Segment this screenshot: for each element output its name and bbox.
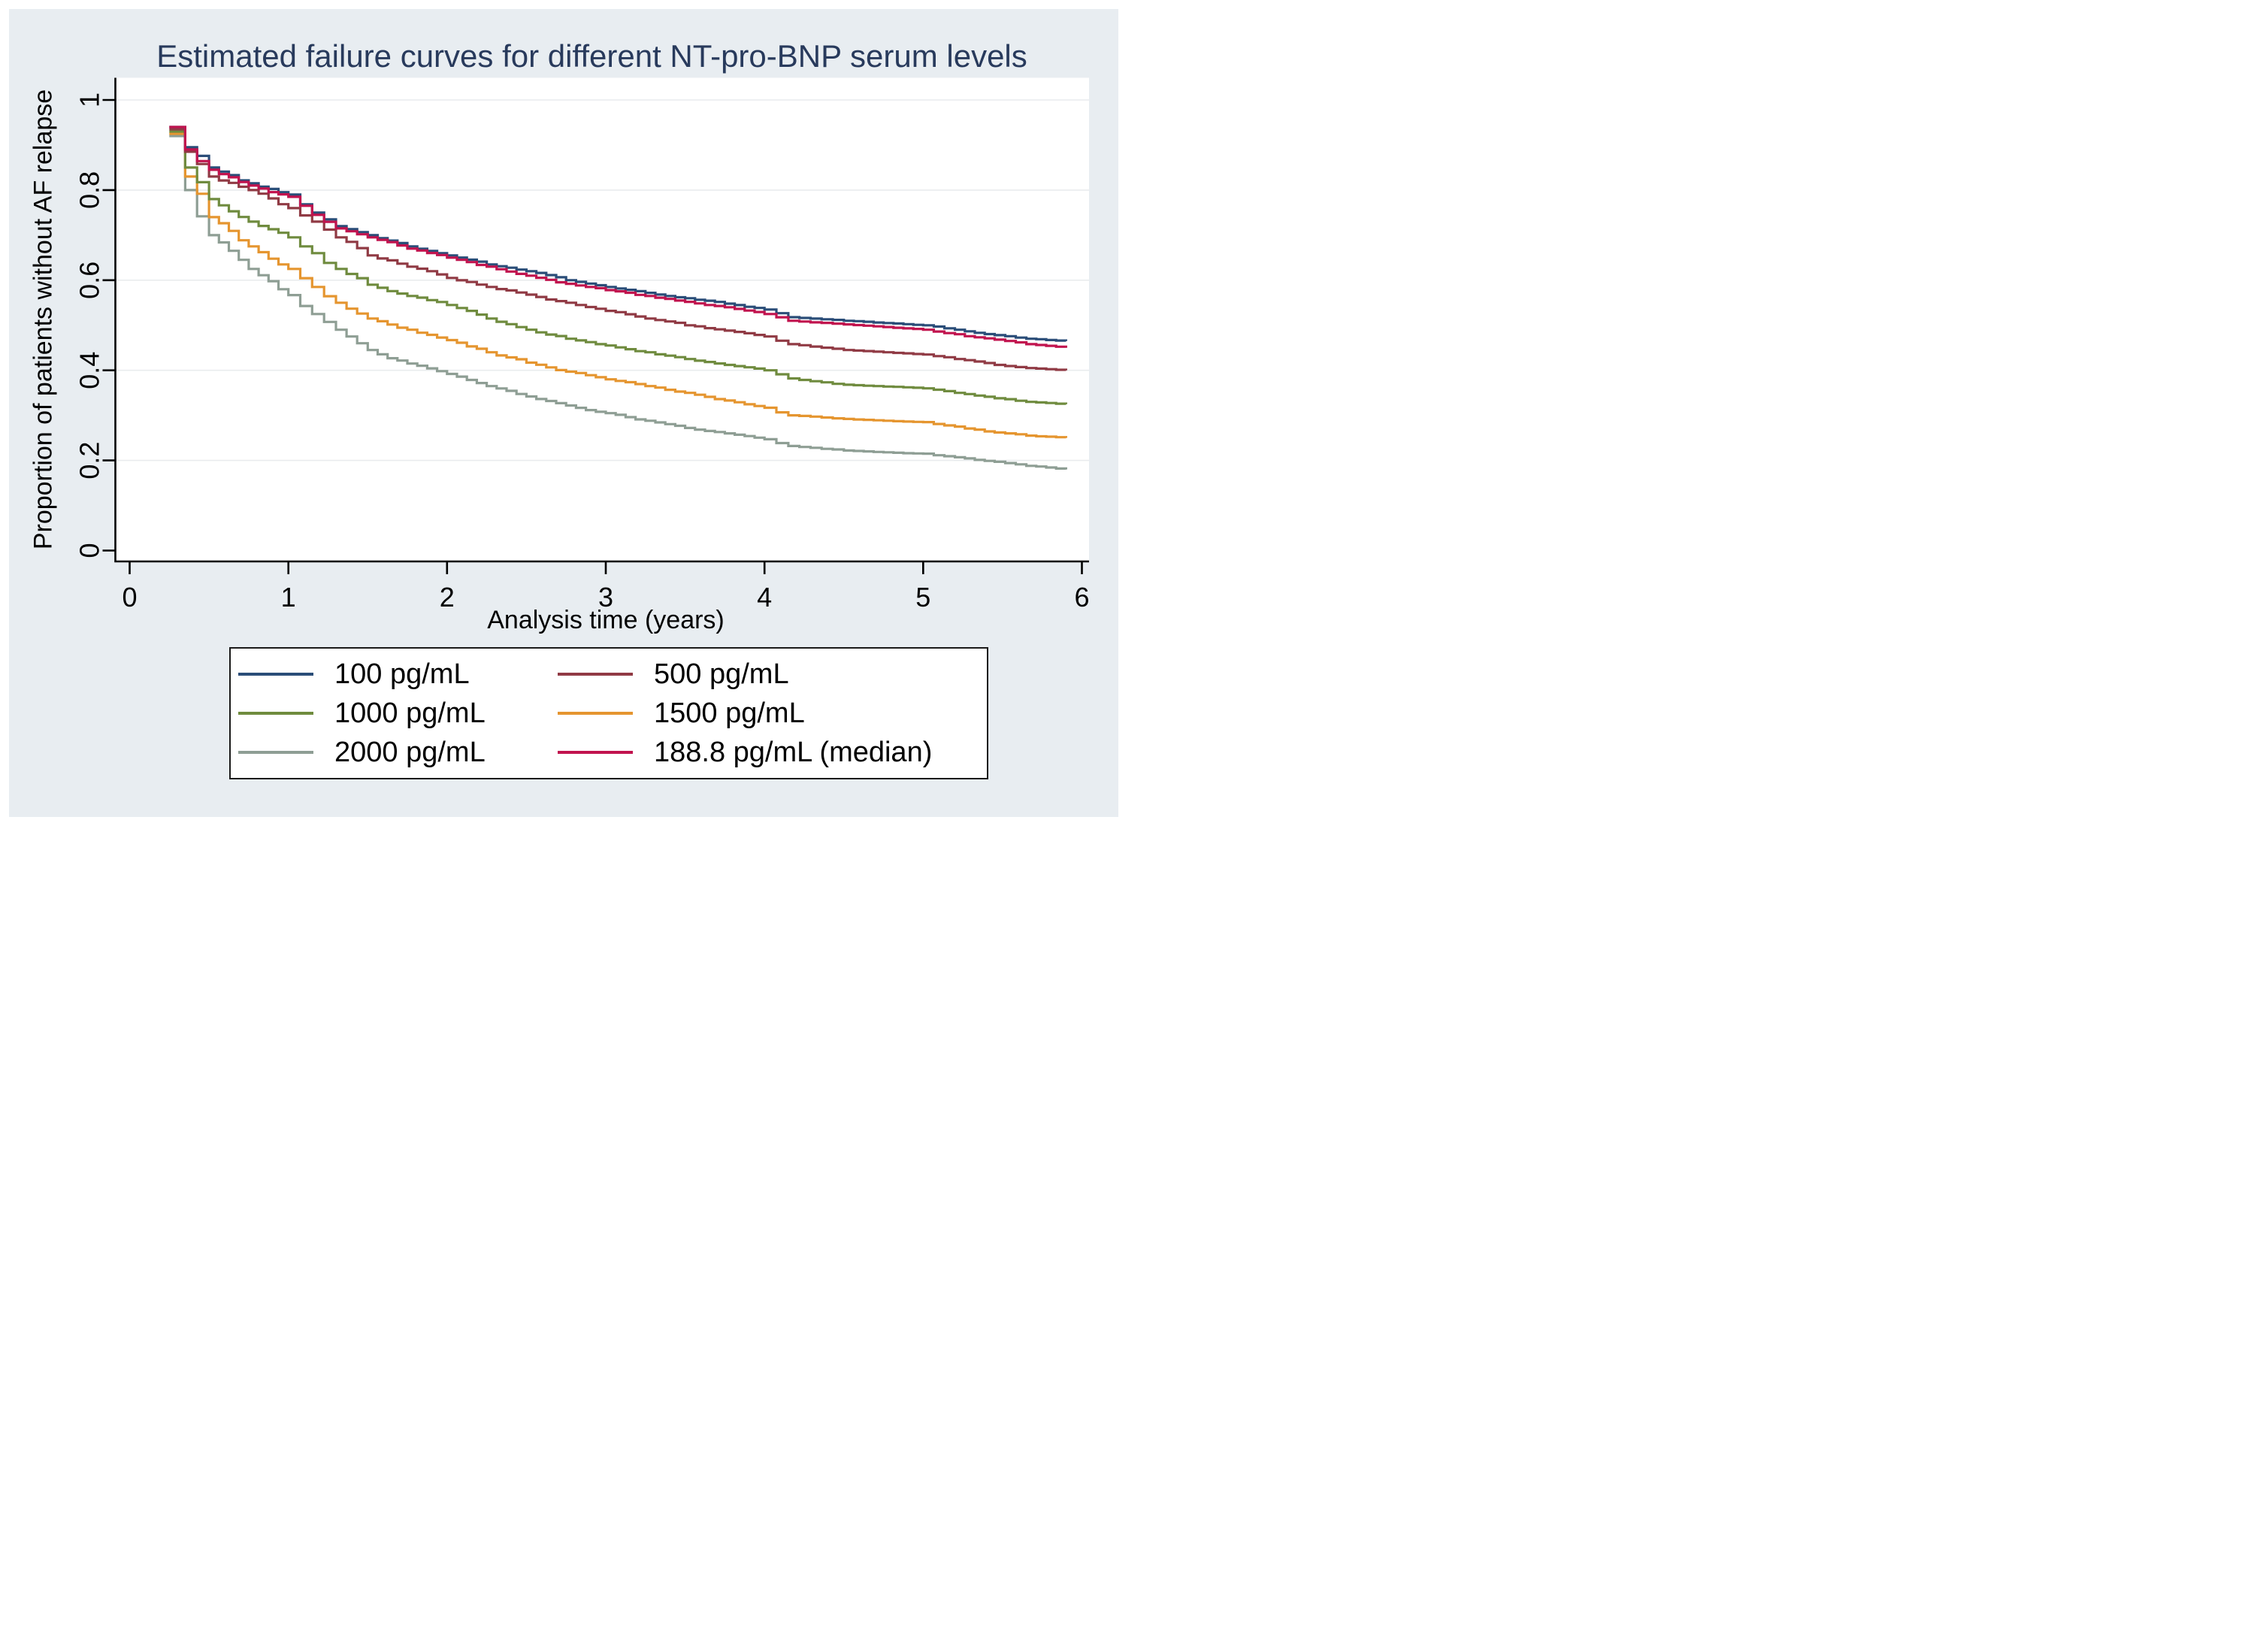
legend-swatch-2000	[238, 751, 313, 754]
legend-swatch-1000	[238, 712, 313, 715]
y-tick-label-0.8: 0.8	[74, 171, 105, 209]
legend-swatch-500	[558, 673, 633, 676]
legend-item-median: 188.8 pg/mL (median)	[550, 733, 987, 772]
legend-label-2000: 2000 pg/mL	[334, 736, 486, 768]
x-tick-label-1: 1	[281, 582, 296, 613]
x-tick-label-0: 0	[122, 582, 137, 613]
legend-label-median: 188.8 pg/mL (median)	[654, 736, 933, 768]
legend-swatch-median	[558, 751, 633, 754]
plot-canvas: 0 0.2 0.4 0.6 0.8 1 0 1 2 3 4 5 6	[74, 77, 1090, 613]
legend-swatch-100	[238, 673, 313, 676]
series-path-1500	[169, 132, 1067, 439]
legend-item-2000: 2000 pg/mL	[231, 733, 550, 772]
legend-item-1500: 1500 pg/mL	[550, 694, 987, 733]
series-path-100	[169, 126, 1067, 342]
legend-label-100: 100 pg/mL	[334, 658, 470, 690]
legend-swatch-1500	[558, 712, 633, 715]
x-axis-title: Analysis time (years)	[487, 606, 725, 634]
legend-item-100: 100 pg/mL	[231, 655, 550, 694]
figure-root: 0 0.2 0.4 0.6 0.8 1 0 1 2 3 4 5 6 Estimated failure …	[0, 0, 1127, 826]
x-tick-label-2: 2	[440, 582, 455, 613]
x-tick-label-5: 5	[915, 582, 930, 613]
x-tick-label-3: 3	[598, 582, 613, 613]
y-tick-label-0.4: 0.4	[74, 352, 105, 389]
x-tick-label-4: 4	[757, 582, 772, 613]
plot-background	[115, 77, 1089, 561]
series-path-1000	[169, 130, 1067, 405]
legend-item-500: 500 pg/mL	[550, 655, 987, 694]
legend: 100 pg/mL 500 pg/mL 1000 pg/mL 1500 pg/m…	[229, 647, 988, 779]
legend-label-1000: 1000 pg/mL	[334, 697, 486, 729]
y-tick-label-0.6: 0.6	[74, 262, 105, 299]
x-tick-label-6: 6	[1074, 582, 1089, 613]
legend-label-500: 500 pg/mL	[654, 658, 789, 690]
y-tick-label-1: 1	[74, 92, 105, 107]
series-path-median-188-8	[169, 126, 1067, 348]
legend-item-1000: 1000 pg/mL	[231, 694, 550, 733]
series-path-2000	[169, 135, 1067, 470]
legend-label-1500: 1500 pg/mL	[654, 697, 805, 729]
y-tick-label-0.2: 0.2	[74, 442, 105, 480]
y-axis-title: Proportion of patients without AF relaps…	[29, 89, 58, 550]
y-tick-label-0: 0	[74, 543, 105, 558]
chart-title: Estimated failure curves for different N…	[156, 38, 1027, 74]
